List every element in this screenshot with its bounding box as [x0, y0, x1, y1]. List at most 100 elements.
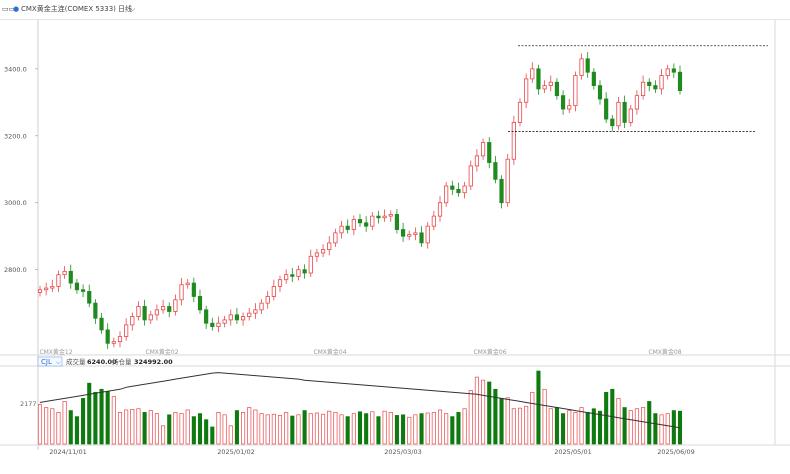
candle-body: [327, 242, 332, 250]
candle-body: [148, 314, 153, 321]
candle-body: [277, 279, 283, 287]
volume-bar: [468, 390, 473, 445]
candle-body: [290, 274, 295, 277]
candle-body: [616, 101, 621, 127]
contract-label: CMX黄金06: [473, 348, 506, 356]
y-tick-label: 3400.0: [4, 65, 27, 73]
volume-bar: [505, 397, 510, 445]
y-tick-labels: 3400.0 3200.0 3000.0 2800.0: [4, 65, 38, 274]
candle-body: [647, 81, 652, 86]
volume-bar: [124, 409, 129, 445]
x-tick-label: 2025/06/09: [657, 448, 694, 456]
candle-body: [517, 101, 523, 123]
volume-bar: [394, 415, 399, 445]
chevron-down-icon[interactable]: ⌵: [130, 5, 136, 13]
volume-bar: [450, 416, 455, 445]
candle-body: [142, 306, 147, 321]
volume-bar: [364, 413, 369, 445]
candle-body: [216, 322, 221, 327]
volume-bar: [573, 412, 578, 445]
candle-body: [179, 284, 184, 301]
volume-bar: [302, 410, 307, 445]
candle-body: [124, 324, 129, 338]
candle-body: [634, 95, 640, 110]
volume-bar: [493, 388, 498, 445]
candle-body: [130, 316, 135, 326]
candle-body: [622, 101, 627, 123]
volume-bar: [357, 411, 363, 445]
volume-bar: [431, 412, 436, 445]
oi-label: 持仓量: [112, 357, 132, 366]
candle-body: [511, 122, 516, 160]
volume-bar: [167, 414, 172, 445]
candle-body: [394, 214, 400, 230]
volume-bar: [161, 425, 166, 445]
chart-toolbar: ▭▭ ● CMX黄金主连(COMEX 5333) 日线 ⌵: [0, 0, 790, 20]
candle-body: [265, 296, 270, 304]
candle-body: [573, 75, 578, 107]
candle-body: [74, 282, 80, 291]
candle-body: [400, 229, 406, 237]
layout-icon[interactable]: ▭▭: [2, 5, 16, 13]
candle-body: [431, 215, 436, 227]
candle-body: [271, 286, 276, 297]
volume-bar: [142, 412, 147, 445]
candle-body: [345, 225, 350, 230]
volume-bar: [327, 410, 332, 445]
indicator-label[interactable]: CJL: [41, 358, 52, 366]
candle-body: [204, 309, 209, 324]
volume-bar: [622, 407, 627, 445]
x-tick-labels: 2024/11/01 2025/01/02 2025/03/03 2025/05/01…: [49, 448, 694, 456]
volume-bar: [216, 412, 221, 445]
candle-body: [339, 225, 344, 234]
volume-bar: [487, 381, 492, 445]
contract-labels: CMX黄金12 CMX黄金02 CMX黄金04 CMX黄金06 CMX黄金08: [39, 348, 681, 356]
y-tick-label: 2800.0: [4, 266, 27, 274]
volume-bar: [351, 413, 356, 445]
volume-bar: [234, 410, 239, 445]
volume-bar: [481, 379, 486, 445]
candle-body: [548, 81, 553, 86]
volume-bar: [616, 398, 621, 445]
contract-label: CMX黄金12: [39, 348, 72, 356]
symbol-title[interactable]: CMX黄金主连(COMEX 5333): [21, 5, 116, 13]
candle-body: [474, 155, 480, 167]
candle-body: [87, 291, 92, 304]
candle-body: [407, 234, 412, 237]
volume-bar: [524, 405, 529, 445]
volume-bar: [222, 414, 227, 445]
volume-bar: [87, 382, 92, 445]
volume-bar: [253, 409, 258, 445]
volume-bar: [179, 413, 184, 445]
candle-body: [585, 58, 590, 73]
candle-body: [154, 309, 160, 316]
volume-bar: [401, 414, 406, 445]
volume-bar: [204, 419, 209, 445]
candle-body: [191, 282, 196, 297]
candle-body: [160, 306, 166, 311]
candle-body: [50, 286, 55, 289]
candle-body: [234, 314, 240, 321]
chevron-down-icon[interactable]: ⌵: [56, 359, 61, 366]
dot-icon: ●: [13, 5, 20, 13]
volume-bar: [130, 408, 135, 445]
volume-bar: [370, 411, 375, 445]
indicator-selector[interactable]: [37, 356, 63, 367]
volume-bar: [425, 412, 430, 445]
candle-body: [554, 81, 560, 97]
volume-bar: [499, 398, 504, 445]
candle-body: [351, 219, 356, 230]
period-selector[interactable]: 日线: [118, 5, 132, 13]
contract-label: CMX黄金02: [145, 348, 178, 356]
candle-body: [413, 232, 418, 235]
candle-body: [425, 225, 430, 244]
volume-bar: [376, 416, 381, 445]
volume-bar: [585, 412, 590, 445]
candle-body: [444, 185, 449, 204]
candle-body: [493, 162, 498, 180]
volume-value: 6240.00: [87, 358, 117, 366]
candle-body: [314, 252, 320, 257]
candle-body: [567, 105, 572, 110]
volume-bar: [154, 413, 159, 445]
